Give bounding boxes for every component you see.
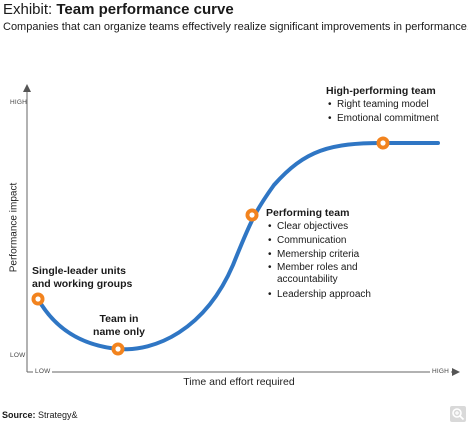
list-item: Communication bbox=[268, 234, 377, 248]
list-item: Emotional commitment bbox=[328, 112, 439, 126]
source-label: Source: bbox=[2, 410, 36, 420]
stage-high-performing-team-title: High-performing team bbox=[326, 85, 436, 97]
source-text: Strategy& bbox=[38, 410, 78, 420]
source-note: Source: Strategy& bbox=[2, 410, 78, 420]
performing-team-bullets: Clear objectives Communication Memership… bbox=[268, 220, 377, 302]
y-axis-title: Performance impact bbox=[8, 182, 20, 273]
performance-curve bbox=[36, 141, 440, 352]
x-axis-low-label: LOW bbox=[33, 368, 53, 375]
list-item: Leadership approach bbox=[268, 288, 377, 302]
y-axis-low-label: LOW bbox=[10, 352, 26, 359]
title-prefix: Exhibit: bbox=[3, 1, 57, 18]
list-item: Memership criteria bbox=[268, 248, 377, 262]
marker-performing-team bbox=[245, 208, 259, 222]
exhibit-title: Exhibit: Team performance curve bbox=[3, 1, 234, 19]
marker-high-performing-team bbox=[376, 136, 390, 150]
zoom-icon bbox=[452, 408, 465, 421]
high-performing-team-bullets: Right teaming model Emotional commitment bbox=[328, 98, 439, 126]
stage-performing-team-title: Performing team bbox=[266, 207, 350, 219]
marker-single-leader bbox=[31, 292, 45, 306]
stage-title-line: Single-leader units bbox=[32, 265, 126, 277]
list-item: Clear objectives bbox=[268, 220, 377, 234]
stage-team-in-name-only-title: Team in name only bbox=[92, 313, 146, 339]
y-axis-arrow bbox=[23, 84, 31, 92]
list-item: Member roles and accountability bbox=[268, 262, 377, 288]
x-axis-arrow bbox=[452, 368, 460, 376]
zoom-button[interactable] bbox=[450, 406, 466, 422]
exhibit-subtitle: Companies that can organize teams effect… bbox=[3, 21, 468, 33]
title-main: Team performance curve bbox=[56, 1, 234, 18]
stage-title-line: and working groups bbox=[32, 278, 133, 290]
x-axis-title: Time and effort required bbox=[183, 376, 295, 388]
list-item: Right teaming model bbox=[328, 98, 439, 112]
stage-title-line: Team in bbox=[99, 313, 139, 325]
x-axis-high-label: HIGH bbox=[430, 368, 452, 375]
y-axis-high-label: HIGH bbox=[10, 99, 28, 106]
marker-team-in-name-only bbox=[111, 342, 125, 356]
stage-title-line: name only bbox=[93, 326, 145, 338]
stage-single-leader-title: Single-leader units and working groups bbox=[32, 265, 132, 291]
